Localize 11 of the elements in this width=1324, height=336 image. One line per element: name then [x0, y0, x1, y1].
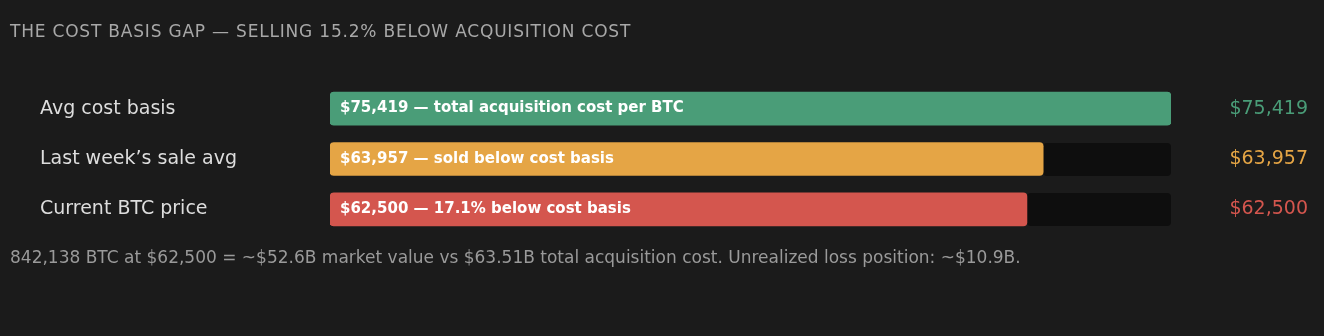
y-tick-label: Last week’s sale avg	[40, 145, 238, 168]
data-label: $63,957	[1229, 145, 1308, 168]
annotation: $63,957 — sold below cost basis	[340, 148, 614, 167]
data-label: $62,500	[1229, 196, 1308, 219]
annotation: $75,419 — total acquisition cost per BTC	[340, 98, 684, 117]
y-tick-label: Avg cost basis	[40, 95, 176, 118]
data-label: $75,419	[1229, 95, 1308, 118]
y-tick-label: Current BTC price	[40, 196, 208, 219]
annotation: 842,138 BTC at $62,500 = ~$52.6B market value vs $63.51B total acquisition cost. Unrealized loss position: ~$10.9B.	[10, 246, 1022, 269]
annotation: $62,500 — 17.1% below cost basis	[340, 199, 631, 218]
chart-title: THE COST BASIS GAP — SELLING 15.2% BELOW ACQUISITION COST	[10, 21, 632, 41]
